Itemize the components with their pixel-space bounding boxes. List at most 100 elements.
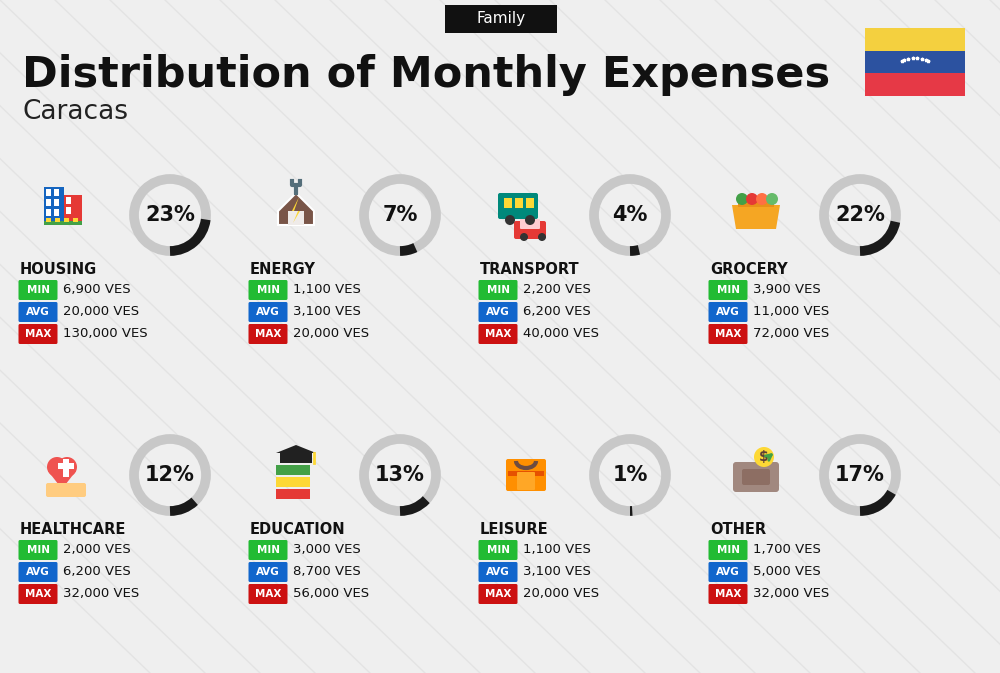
Text: 20,000 VES: 20,000 VES [523,588,599,600]
FancyBboxPatch shape [708,280,748,300]
Text: 7%: 7% [382,205,418,225]
FancyBboxPatch shape [18,584,58,604]
Text: 3,000 VES: 3,000 VES [293,544,361,557]
FancyBboxPatch shape [514,221,546,239]
Text: HOUSING: HOUSING [20,262,97,277]
Text: AVG: AVG [486,567,510,577]
FancyBboxPatch shape [18,302,58,322]
FancyBboxPatch shape [46,218,51,222]
Text: 20,000 VES: 20,000 VES [63,306,139,318]
Text: AVG: AVG [256,567,280,577]
FancyBboxPatch shape [248,562,288,582]
Text: Family: Family [476,11,526,26]
FancyBboxPatch shape [248,540,288,560]
FancyBboxPatch shape [73,218,78,222]
FancyBboxPatch shape [479,540,518,560]
Polygon shape [48,471,76,489]
FancyBboxPatch shape [54,209,59,216]
FancyBboxPatch shape [479,324,518,344]
Text: 6,200 VES: 6,200 VES [63,565,131,579]
Text: 4%: 4% [612,205,648,225]
FancyBboxPatch shape [66,207,71,214]
FancyBboxPatch shape [479,584,518,604]
FancyBboxPatch shape [44,187,64,221]
FancyBboxPatch shape [508,471,544,476]
Text: 8,700 VES: 8,700 VES [293,565,361,579]
Text: 6,200 VES: 6,200 VES [523,306,591,318]
FancyBboxPatch shape [54,189,59,196]
Circle shape [57,457,77,477]
FancyBboxPatch shape [865,73,965,96]
Text: MIN: MIN [26,285,50,295]
FancyBboxPatch shape [276,465,310,475]
Circle shape [766,193,778,205]
FancyBboxPatch shape [498,193,538,219]
FancyBboxPatch shape [506,459,546,491]
Text: 40,000 VES: 40,000 VES [523,328,599,341]
Text: 2,200 VES: 2,200 VES [523,283,591,297]
FancyBboxPatch shape [248,302,288,322]
Text: 13%: 13% [375,465,425,485]
FancyBboxPatch shape [708,584,748,604]
FancyBboxPatch shape [708,324,748,344]
Text: 32,000 VES: 32,000 VES [63,588,139,600]
Text: MIN: MIN [486,545,510,555]
Text: AVG: AVG [256,307,280,317]
FancyBboxPatch shape [445,5,557,33]
FancyBboxPatch shape [248,280,288,300]
FancyBboxPatch shape [46,189,51,196]
FancyBboxPatch shape [46,483,86,497]
FancyBboxPatch shape [18,540,58,560]
FancyBboxPatch shape [248,324,288,344]
FancyBboxPatch shape [55,218,60,222]
Circle shape [754,447,774,467]
Text: 3,100 VES: 3,100 VES [293,306,361,318]
Circle shape [47,457,67,477]
FancyBboxPatch shape [63,459,69,477]
Polygon shape [278,193,314,225]
FancyBboxPatch shape [248,584,288,604]
Text: 72,000 VES: 72,000 VES [753,328,829,341]
Text: MAX: MAX [715,589,741,599]
Text: Caracas: Caracas [22,99,128,125]
Text: MAX: MAX [25,329,51,339]
FancyBboxPatch shape [276,477,310,487]
Polygon shape [732,205,780,229]
Text: MIN: MIN [26,545,50,555]
Text: 5,000 VES: 5,000 VES [753,565,821,579]
FancyBboxPatch shape [18,324,58,344]
Text: MAX: MAX [25,589,51,599]
FancyBboxPatch shape [66,197,71,204]
FancyBboxPatch shape [54,199,59,206]
Text: 23%: 23% [145,205,195,225]
Text: 22%: 22% [835,205,885,225]
Text: MAX: MAX [485,589,511,599]
Text: MAX: MAX [255,329,281,339]
Text: ENERGY: ENERGY [250,262,316,277]
Text: GROCERY: GROCERY [710,262,788,277]
Text: EDUCATION: EDUCATION [250,522,346,538]
Text: AVG: AVG [486,307,510,317]
Text: 17%: 17% [835,465,885,485]
Text: 3,100 VES: 3,100 VES [523,565,591,579]
Polygon shape [276,445,316,453]
Text: AVG: AVG [26,307,50,317]
FancyBboxPatch shape [520,219,540,229]
Text: HEALTHCARE: HEALTHCARE [20,522,126,538]
Text: $: $ [759,450,769,464]
Text: 56,000 VES: 56,000 VES [293,588,369,600]
Text: 11,000 VES: 11,000 VES [753,306,829,318]
Text: LEISURE: LEISURE [480,522,549,538]
Circle shape [505,215,515,225]
FancyBboxPatch shape [479,280,518,300]
FancyBboxPatch shape [479,302,518,322]
FancyBboxPatch shape [280,453,312,463]
Text: AVG: AVG [26,567,50,577]
FancyBboxPatch shape [708,302,748,322]
Text: MIN: MIN [716,545,740,555]
Text: 6,900 VES: 6,900 VES [63,283,131,297]
FancyBboxPatch shape [742,469,770,485]
Circle shape [520,233,528,241]
FancyBboxPatch shape [515,198,523,208]
FancyBboxPatch shape [504,198,512,208]
